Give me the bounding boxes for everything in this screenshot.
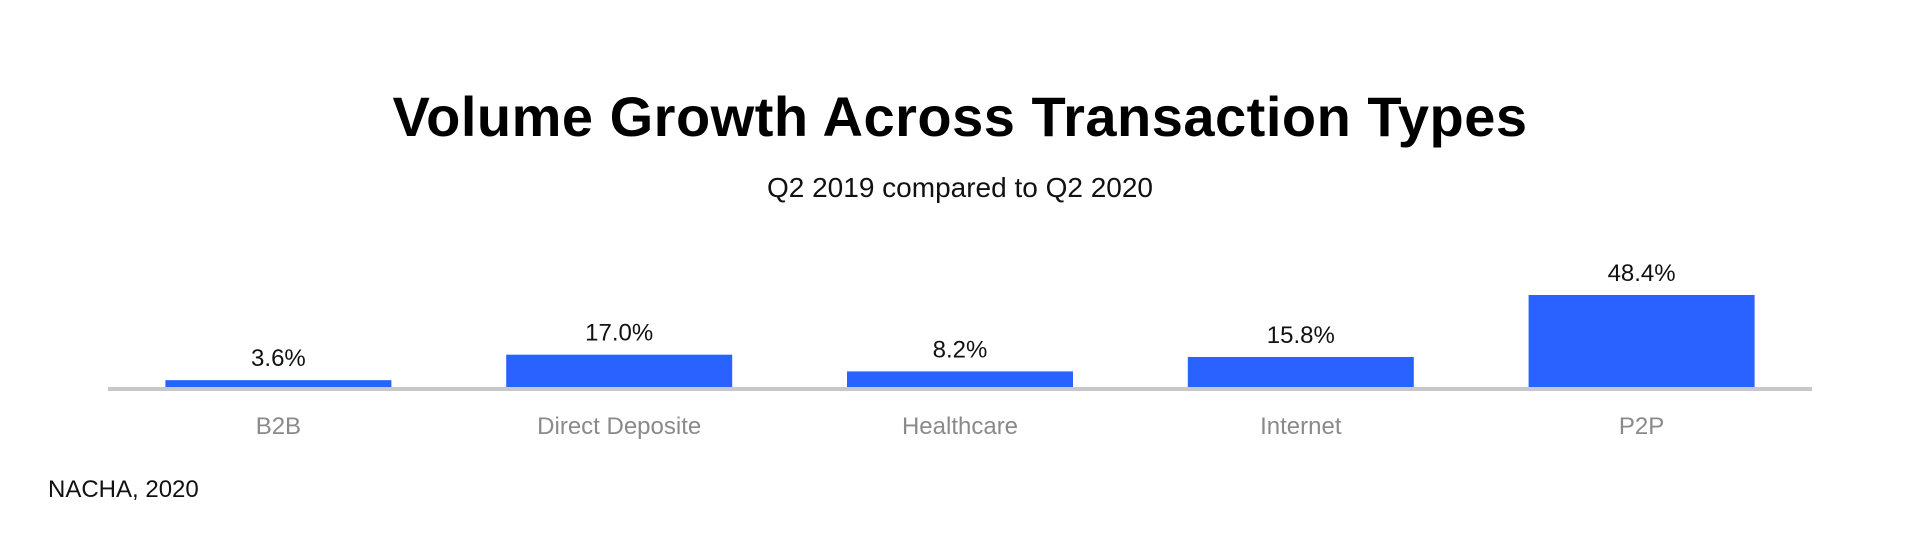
category-label: P2P	[1619, 413, 1664, 440]
value-label: 17.0%	[585, 320, 653, 347]
value-label: 3.6%	[251, 345, 306, 372]
category-label: Internet	[1260, 413, 1342, 440]
bar-p2p	[1528, 295, 1755, 387]
chart-title: Volume Growth Across Transaction Types	[392, 85, 1528, 148]
value-label: 8.2%	[933, 336, 988, 363]
chart-subtitle: Q2 2019 compared to Q2 2020	[766, 172, 1154, 203]
value-label: 15.8%	[1267, 322, 1335, 349]
category-label: Direct Deposite	[537, 413, 701, 440]
value-label: 48.4%	[1608, 260, 1676, 287]
bar-b2b	[165, 380, 392, 387]
bar-direct-deposite	[506, 354, 733, 387]
category-label: Healthcare	[902, 413, 1018, 440]
bar-healthcare	[847, 371, 1073, 387]
category-label: B2B	[256, 413, 301, 440]
source-note: NACHA, 2020	[48, 476, 199, 503]
bar-internet	[1187, 356, 1414, 387]
